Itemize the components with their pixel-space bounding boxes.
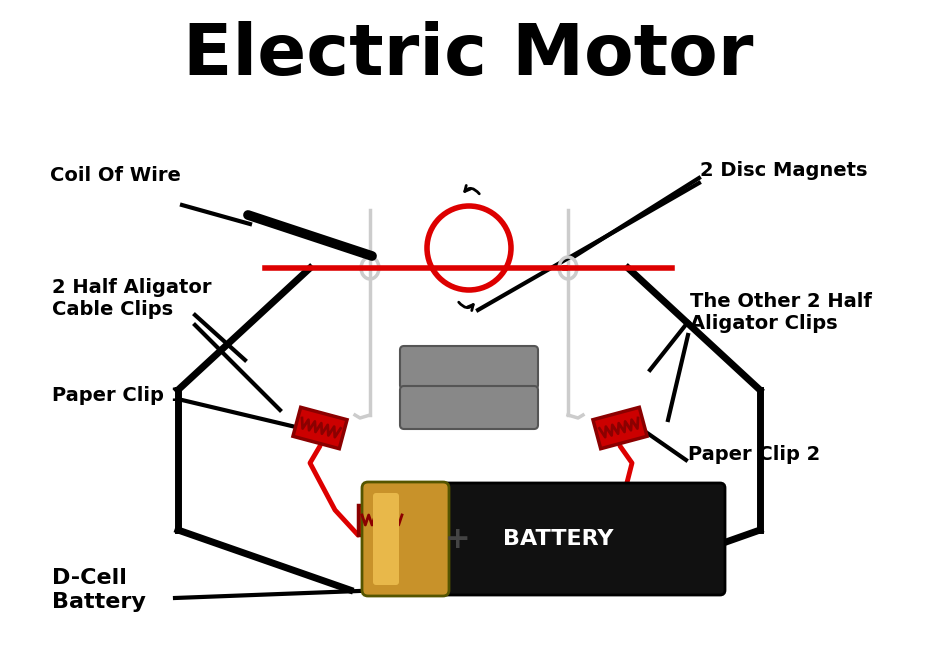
FancyBboxPatch shape xyxy=(400,386,538,429)
FancyBboxPatch shape xyxy=(373,493,399,585)
Text: BATTERY: BATTERY xyxy=(503,529,613,549)
Text: D-Cell
Battery: D-Cell Battery xyxy=(52,569,146,611)
Polygon shape xyxy=(358,505,406,535)
FancyBboxPatch shape xyxy=(400,346,538,389)
Text: Paper Clip 1: Paper Clip 1 xyxy=(52,385,184,405)
Polygon shape xyxy=(592,407,647,449)
Text: Electric Motor: Electric Motor xyxy=(183,21,753,90)
FancyBboxPatch shape xyxy=(413,483,725,595)
Text: 2 Half Aligator
Cable Clips: 2 Half Aligator Cable Clips xyxy=(52,278,212,318)
Text: Paper Clip 2: Paper Clip 2 xyxy=(688,446,820,464)
Text: +: + xyxy=(446,524,471,553)
FancyBboxPatch shape xyxy=(362,482,449,596)
Text: 2 Disc Magnets: 2 Disc Magnets xyxy=(700,161,868,179)
Text: The Other 2 Half
Aligator Clips: The Other 2 Half Aligator Clips xyxy=(690,292,871,332)
Text: Coil Of Wire: Coil Of Wire xyxy=(50,165,181,185)
Polygon shape xyxy=(293,407,347,449)
